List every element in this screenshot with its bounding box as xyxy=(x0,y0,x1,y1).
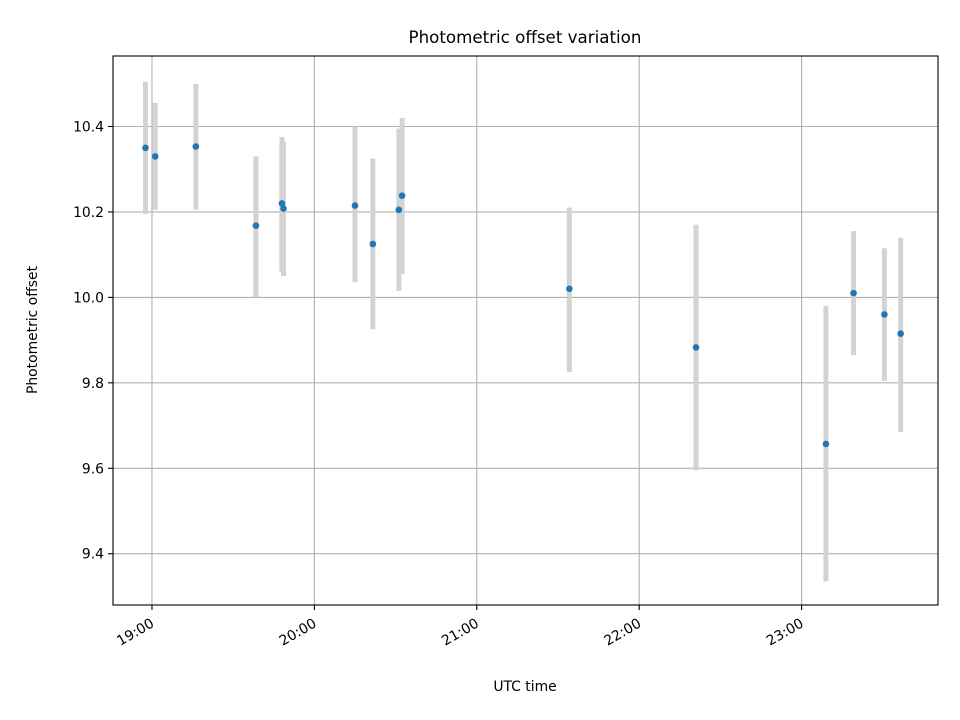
data-point xyxy=(692,344,700,351)
y-tick-label: 10.2 xyxy=(73,205,104,221)
plot-area-frame xyxy=(112,55,939,606)
data-point xyxy=(278,200,286,207)
data-point xyxy=(897,330,904,338)
data-point xyxy=(395,206,403,214)
data-point xyxy=(881,311,888,318)
x-axis-label: UTC time xyxy=(493,679,556,695)
data-point xyxy=(822,440,830,448)
data-point xyxy=(192,143,200,150)
data-point xyxy=(280,205,287,212)
y-tick-label: 10.0 xyxy=(73,290,104,306)
data-point xyxy=(850,289,857,297)
data-point xyxy=(142,144,149,152)
y-tick-label: 10.4 xyxy=(73,119,104,135)
data-point xyxy=(151,153,159,160)
data-point xyxy=(369,240,377,248)
data-point xyxy=(252,222,260,229)
data-point xyxy=(566,285,573,293)
data-point xyxy=(351,202,359,209)
y-axis-label: Photometric offset xyxy=(25,265,41,394)
y-tick-label: 9.4 xyxy=(82,547,104,563)
y-tick-label: 9.8 xyxy=(82,376,104,392)
grid xyxy=(113,56,938,605)
data-point xyxy=(398,192,406,200)
y-tick-label: 9.6 xyxy=(82,461,104,477)
data-points xyxy=(142,143,904,448)
chart-title: Photometric offset variation xyxy=(409,27,642,47)
